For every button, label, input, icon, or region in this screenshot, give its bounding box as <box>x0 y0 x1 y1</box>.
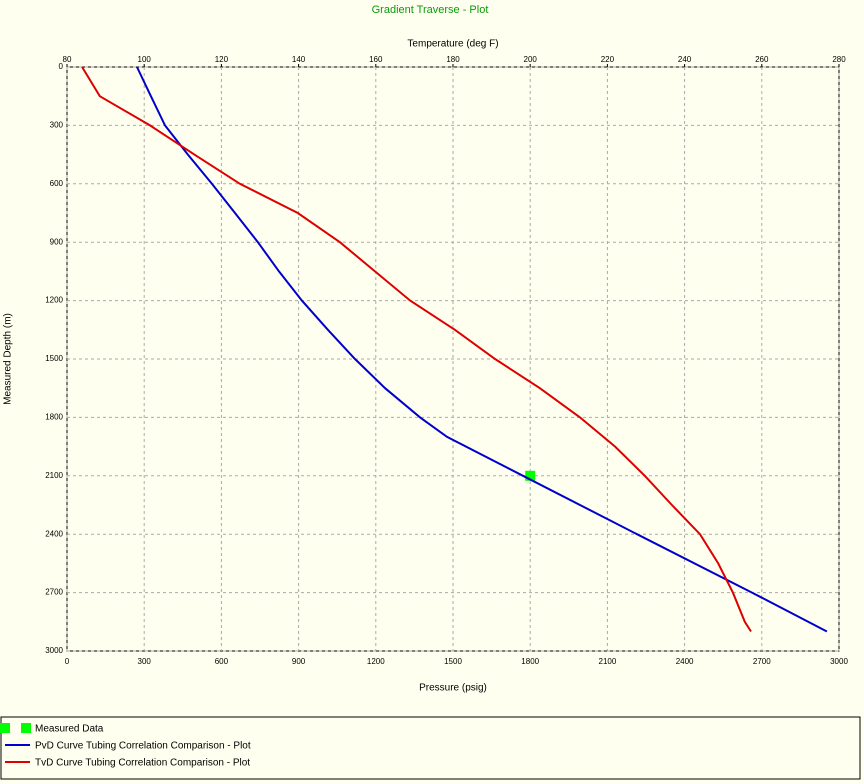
y-tick-label: 600 <box>50 179 64 188</box>
x-tick-label: 0 <box>65 657 70 666</box>
x2-tick-label: 200 <box>524 55 538 64</box>
curve <box>81 66 752 633</box>
y-tick-label: 2400 <box>45 529 63 538</box>
x-tick-label: 600 <box>215 657 229 666</box>
x2-tick-label: 260 <box>755 55 769 64</box>
legend-label: Measured Data <box>35 724 104 735</box>
x-tick-label: 900 <box>292 657 306 666</box>
x-tick-label: 2700 <box>753 657 771 666</box>
curve <box>136 66 828 633</box>
x2-tick-label: 160 <box>369 55 383 64</box>
x2-tick-label: 100 <box>138 55 152 64</box>
y-tick-label: 900 <box>50 237 64 246</box>
y-tick-label: 0 <box>59 62 64 71</box>
chart-title: Gradient Traverse - Plot <box>372 4 489 16</box>
y-axis-title: Measured Depth (m) <box>3 313 14 405</box>
x2-tick-label: 220 <box>601 55 615 64</box>
x2-tick-label: 180 <box>446 55 460 64</box>
x-tick-label: 2400 <box>676 657 694 666</box>
x2-tick-label: 240 <box>678 55 692 64</box>
x2-tick-label: 80 <box>63 55 72 64</box>
x2-tick-label: 280 <box>832 55 846 64</box>
legend-label: PvD Curve Tubing Correlation Comparison … <box>35 741 251 752</box>
y-tick-label: 3000 <box>45 646 63 655</box>
x2-axis-title: Temperature (deg F) <box>407 39 498 50</box>
measured-point <box>525 470 536 481</box>
legend-marker <box>0 723 10 733</box>
y-tick-label: 1200 <box>45 296 63 305</box>
x-tick-label: 1800 <box>521 657 539 666</box>
x-tick-label: 1500 <box>444 657 462 666</box>
x-tick-label: 300 <box>138 657 152 666</box>
legend-marker <box>21 723 31 733</box>
legend-box <box>0 716 861 780</box>
x-tick-label: 3000 <box>830 657 848 666</box>
y-tick-label: 1500 <box>45 354 63 363</box>
y-tick-label: 2100 <box>45 471 63 480</box>
x-tick-label: 1200 <box>367 657 385 666</box>
x2-tick-label: 140 <box>292 55 306 64</box>
y-tick-label: 1800 <box>45 413 63 422</box>
y-tick-label: 300 <box>50 121 64 130</box>
legend-label: TvD Curve Tubing Correlation Comparison … <box>35 758 250 769</box>
x2-tick-label: 120 <box>215 55 229 64</box>
x-axis-title: Pressure (psig) <box>419 683 487 694</box>
x-tick-label: 2100 <box>599 657 617 666</box>
y-tick-label: 2700 <box>45 588 63 597</box>
